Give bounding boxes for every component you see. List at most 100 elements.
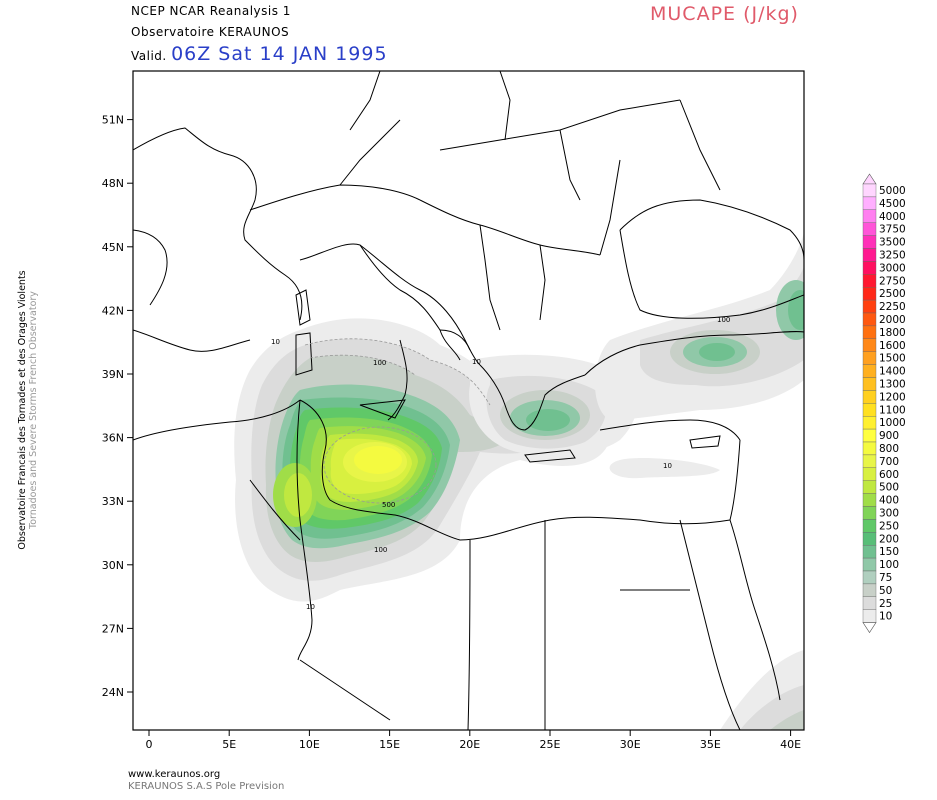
legend-swatch <box>862 325 877 339</box>
cape-shading-east <box>595 230 804 479</box>
legend-label: 1500 <box>879 353 906 365</box>
legend-label: 1400 <box>879 366 906 378</box>
cape-shading-southeast <box>720 650 804 730</box>
field-title: MUCAPE (J/kg) <box>650 3 799 25</box>
legend-label: 3500 <box>879 237 906 249</box>
lon-tick-label: 20E <box>459 738 480 751</box>
contour-lines <box>304 338 491 504</box>
legend-label: 500 <box>879 482 899 494</box>
legend-label: 1000 <box>879 417 906 429</box>
legend-label: 800 <box>879 443 899 455</box>
longitude-axis: 0 5E 10E 15E 20E 25E 30E 35E 40E <box>146 730 801 751</box>
legend-label: 4000 <box>879 211 906 223</box>
color-legend: 5000450040003750350032503000275025002250… <box>862 173 906 634</box>
legend-label: 300 <box>879 508 899 520</box>
legend-label: 3750 <box>879 224 906 236</box>
legend-swatch <box>862 493 877 507</box>
legend-swatch <box>862 467 877 481</box>
legend-arrow-bottom <box>862 622 877 634</box>
legend-label: 1200 <box>879 391 906 403</box>
contour-label: 500 <box>382 501 395 509</box>
latitude-axis: 24N 27N 30N 33N 36N 39N 42N 45N 48N 51N <box>102 114 133 699</box>
legend-swatch <box>862 377 877 391</box>
lat-tick-label: 48N <box>102 177 124 190</box>
legend-label: 2500 <box>879 288 906 300</box>
legend-label: 3250 <box>879 250 906 262</box>
contour-label: 10 <box>663 462 672 470</box>
legend-swatch <box>862 312 877 327</box>
legend-label: 1100 <box>879 404 906 416</box>
legend-swatch <box>862 454 877 468</box>
lat-tick-label: 24N <box>102 686 124 699</box>
legend-label: 3000 <box>879 262 906 274</box>
lat-tick-label: 30N <box>102 559 124 572</box>
legend-label: 400 <box>879 495 899 507</box>
legend-swatch <box>862 248 877 262</box>
lat-tick-label: 39N <box>102 368 124 381</box>
contour-label: 100 <box>373 359 386 367</box>
valid-date: 06Z Sat 14 JAN 1995 <box>171 43 388 65</box>
legend-swatch <box>862 338 877 352</box>
lat-tick-label: 51N <box>102 114 124 127</box>
lat-tick-label: 42N <box>102 304 124 317</box>
legend-swatch <box>862 557 877 572</box>
legend-swatch <box>862 428 877 443</box>
lat-tick-label: 45N <box>102 241 124 254</box>
legend-label: 100 <box>879 559 899 571</box>
lon-tick-label: 35E <box>700 738 721 751</box>
legend-label: 50 <box>879 585 892 597</box>
legend-arrow-top <box>862 173 877 185</box>
legend-swatch <box>862 274 877 288</box>
legend-label: 2750 <box>879 275 906 287</box>
legend-swatch <box>862 299 877 314</box>
contour-label-group: 10 100 100 500 100 10 10 10 <box>271 316 730 611</box>
legend-swatch <box>862 609 877 623</box>
lon-tick-label: 25E <box>540 738 561 751</box>
legend-label: 1300 <box>879 379 906 391</box>
legend-label: 25 <box>879 598 892 610</box>
lon-tick-label: 0 <box>146 738 153 751</box>
legend-label: 200 <box>879 533 899 545</box>
legend-swatch <box>862 351 877 365</box>
contour-label: 10 <box>306 603 315 611</box>
legend-label: 4500 <box>879 198 906 210</box>
legend-label: 2000 <box>879 314 906 326</box>
legend-swatch <box>862 519 877 533</box>
valid-time: Valid. 06Z Sat 14 JAN 1995 <box>131 43 388 65</box>
map-area <box>133 71 804 730</box>
legend-label: 150 <box>879 546 899 558</box>
legend-swatch <box>862 441 877 456</box>
legend-swatch <box>862 235 877 249</box>
lon-tick-label: 10E <box>299 738 320 751</box>
legend-label: 1800 <box>879 327 906 339</box>
legend-swatch <box>862 480 877 494</box>
legend-swatch <box>862 416 877 430</box>
legend-swatch <box>862 183 877 198</box>
lon-tick-label: 30E <box>620 738 641 751</box>
legend-label: 250 <box>879 520 899 532</box>
legend-swatch <box>862 506 877 520</box>
legend-swatch <box>862 196 877 210</box>
legend-swatch <box>862 261 877 275</box>
dataset-title: NCEP NCAR Reanalysis 1 <box>131 4 291 18</box>
lon-tick-label: 15E <box>379 738 400 751</box>
valid-label: Valid. <box>131 49 167 63</box>
legend-swatch <box>862 532 877 546</box>
legend-label: 600 <box>879 469 899 481</box>
legend-swatch <box>862 583 877 598</box>
legend-swatch <box>862 364 877 378</box>
lat-tick-label: 27N <box>102 622 124 635</box>
footer-url: www.keraunos.org <box>128 769 221 780</box>
legend-swatch <box>862 209 877 223</box>
lon-tick-label: 5E <box>222 738 236 751</box>
coastlines <box>133 71 804 730</box>
legend-label: 900 <box>879 430 899 442</box>
legend-label: 5000 <box>879 185 906 197</box>
legend-label: 1600 <box>879 340 906 352</box>
contour-label: 10 <box>271 338 280 346</box>
footer-company: KERAUNOS S.A.S Pole Prevision <box>128 781 285 792</box>
observatory-name: Observatoire KERAUNOS <box>131 25 290 39</box>
contour-label: 100 <box>374 546 387 554</box>
legend-swatch <box>862 570 877 585</box>
